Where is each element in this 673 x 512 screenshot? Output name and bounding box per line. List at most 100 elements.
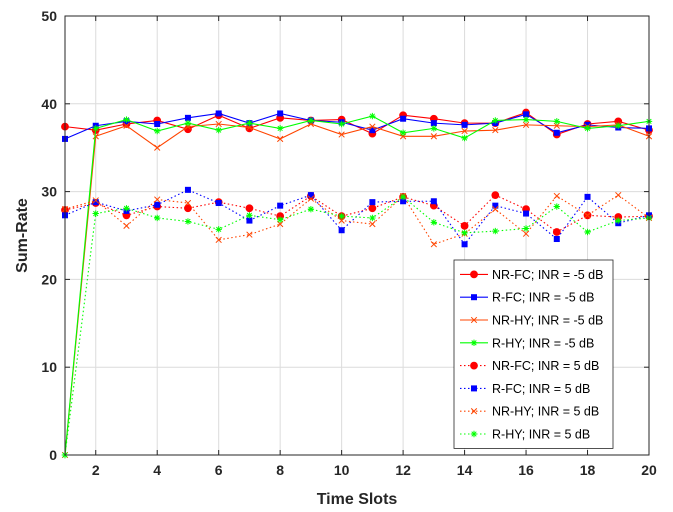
series-6-point (400, 198, 407, 205)
series-6-point (184, 186, 191, 193)
x-tick-label: 18 (580, 462, 596, 478)
x-tick-label: 4 (153, 462, 161, 478)
y-tick-label: 40 (41, 96, 57, 112)
series-8 (61, 193, 653, 459)
series-5-point (368, 204, 377, 213)
series-2-point (523, 111, 530, 118)
series-8-point (461, 229, 468, 237)
series-6-point (523, 210, 530, 217)
series-2-line (64, 112, 650, 140)
legend-entry: R-HY; INR = 5 dB (460, 428, 590, 442)
series-4-point (184, 119, 192, 127)
series-8-point (92, 210, 99, 217)
series-2-point (184, 114, 191, 121)
series-4-point (522, 116, 530, 123)
y-axis-title: Sum-Rate (14, 198, 31, 273)
plot-frame (64, 15, 650, 456)
series-2-point (154, 120, 161, 127)
legend-label: NR-FC; INR = 5 dB (492, 359, 599, 373)
legend-marker (470, 316, 478, 324)
legend-label: R-HY; INR = 5 dB (492, 428, 590, 442)
y-tick-label: 0 (49, 447, 57, 463)
series-3-line (64, 123, 650, 456)
series-7-point (92, 197, 99, 204)
y-tick-label: 30 (41, 184, 57, 200)
y-tick-label: 10 (41, 359, 57, 375)
series-8-point (215, 226, 222, 233)
series-2-point (215, 110, 222, 117)
legend-entry: R-HY; INR = -5 dB (460, 336, 594, 350)
legend-label: NR-HY; INR = 5 dB (492, 405, 599, 419)
series-2-point (584, 121, 591, 128)
series-4-point (215, 126, 222, 134)
series-8-point (154, 214, 161, 222)
series-2-point (430, 120, 437, 127)
y-tick-label: 50 (41, 8, 57, 24)
series-3-point (492, 126, 499, 134)
series-8-point (522, 225, 530, 232)
series-3-point (338, 131, 345, 138)
legend-marker (470, 430, 478, 438)
series-5-point (552, 228, 561, 236)
series-7-point (522, 230, 530, 237)
x-tick-label: 20 (641, 462, 657, 478)
series-3-point (522, 121, 530, 129)
series-6-point (215, 200, 222, 207)
x-tick-label: 14 (457, 462, 473, 478)
series-5-point (460, 221, 469, 230)
x-axis-title: Time Slots (317, 491, 398, 508)
series-5-point (491, 191, 500, 200)
series-8-point (276, 216, 284, 223)
series-6-point (92, 199, 99, 206)
legend-entry: NR-FC; INR = 5 dB (460, 359, 599, 373)
series-4-point (338, 120, 345, 128)
x-tick-label: 6 (215, 462, 223, 478)
series-7-point (246, 231, 253, 238)
series-layer (61, 108, 653, 459)
series-8-point (492, 227, 499, 235)
series-8-point (338, 212, 345, 220)
series-4-point (123, 116, 130, 123)
legend-box (453, 259, 614, 449)
x-tick-label: 8 (276, 462, 284, 478)
legend-marker (470, 339, 478, 346)
legend-entry: NR-FC; INR = -5 dB (460, 268, 603, 282)
series-4-point (461, 134, 468, 142)
series-7-point (369, 220, 376, 228)
series-2-point (553, 129, 560, 136)
x-tick-label: 16 (518, 462, 534, 478)
series-6-point (307, 192, 314, 199)
x-tick-label: 10 (334, 462, 350, 478)
series-8-point (430, 219, 438, 226)
series-8-point (184, 218, 192, 225)
series-4-line (64, 115, 650, 456)
legend-entry: NR-HY; INR = -5 dB (460, 314, 603, 328)
legend-entry: R-FC; INR = 5 dB (460, 382, 590, 396)
series-4-point (399, 129, 407, 136)
series-7-point (307, 195, 315, 202)
y-tick-label: 20 (41, 271, 57, 287)
series-7-line (64, 194, 650, 245)
series-8-point (399, 193, 407, 201)
series-4-point (246, 119, 253, 127)
series-3-point (430, 133, 437, 140)
series-3-point (369, 123, 376, 130)
series-6-point (154, 201, 161, 208)
series-8-point (615, 217, 622, 224)
series-6-point (492, 202, 499, 209)
series-7-point (553, 192, 560, 200)
series-2-point (277, 110, 284, 117)
legend: NR-FC; INR = -5 dB R-FC; INR = -5 dB NR-HY… (453, 259, 614, 449)
series-8-point (369, 214, 376, 222)
series-8-point (553, 203, 560, 210)
series-3-point (461, 127, 468, 135)
series-7-point (215, 236, 222, 244)
series-7-point (492, 206, 499, 213)
series-7-point (184, 199, 192, 207)
legend-marker (471, 385, 477, 392)
series-5-point (245, 204, 254, 213)
series-4-point (369, 112, 376, 120)
legend-marker (470, 361, 478, 370)
series-7-point (584, 212, 591, 219)
series-4-point (307, 117, 315, 124)
